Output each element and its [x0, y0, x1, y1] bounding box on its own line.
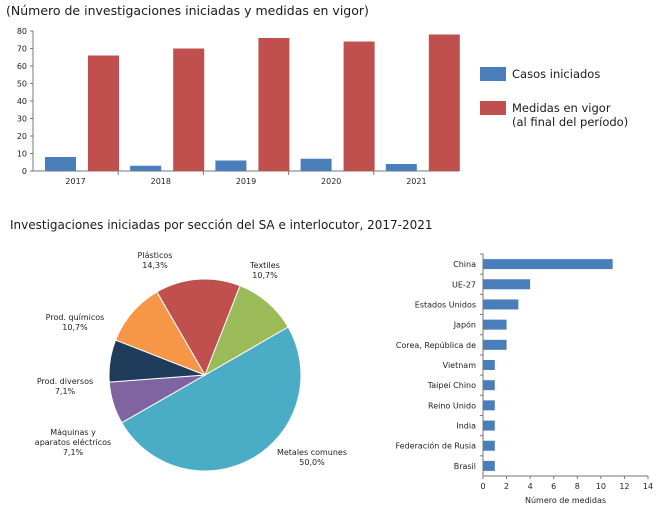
- x-tick-label: 4: [528, 482, 533, 491]
- bar-casos: [215, 160, 247, 171]
- y-tick-label: 50: [17, 80, 27, 89]
- legend-swatch: [480, 101, 506, 115]
- x-tick-label: 2018: [151, 177, 171, 186]
- x-tick-label: 2019: [236, 177, 256, 186]
- pie-label-line: Metales comunes: [277, 448, 347, 457]
- x-tick-label: 2020: [321, 177, 341, 186]
- pie-label-line: Prod. químicos: [46, 313, 105, 322]
- pie-label-line: 50,0%: [299, 458, 325, 467]
- bar-casos: [130, 165, 162, 171]
- pie-label-line: Máquinas y: [50, 428, 96, 437]
- y-category-label: Corea, República de: [396, 341, 476, 350]
- hbar: [483, 299, 519, 310]
- y-tick-label: 20: [17, 132, 27, 141]
- bar-chart-title: (Número de investigaciones iniciadas y m…: [6, 3, 369, 18]
- pie-slice: [204, 284, 289, 377]
- bar-casos: [385, 164, 417, 171]
- y-category-label: UE-27: [452, 280, 476, 289]
- hbar: [483, 319, 507, 330]
- pie-label-line: Prod. diversos: [37, 377, 93, 386]
- y-category-label: Brasil: [454, 462, 476, 471]
- pie-slice-label: Prod. químicos 10,7%: [46, 313, 105, 332]
- x-tick-label: 14: [643, 482, 653, 491]
- pie-label-line: 7,1%: [63, 448, 84, 457]
- x-tick-label: 12: [619, 482, 629, 491]
- y-category-label: Federación de Rusia: [395, 441, 476, 451]
- x-tick-label: 2017: [65, 177, 85, 186]
- y-category-label: Taipei Chino: [427, 381, 476, 390]
- y-tick-label: 80: [17, 27, 27, 36]
- pie-label-line: Plásticos: [138, 251, 173, 260]
- legend-label: Casos iniciados: [512, 67, 600, 81]
- x-tick-label: 2021: [406, 177, 426, 186]
- pie-slice-label: Prod. diversos 7,1%: [37, 377, 93, 396]
- y-tick-label: 30: [17, 115, 27, 124]
- y-category-label: Japón: [453, 320, 476, 330]
- pie-slice: [156, 278, 241, 377]
- bar-medidas: [343, 41, 375, 171]
- pie-slice-label: Textiles 10,7%: [249, 261, 280, 280]
- y-tick-label: 10: [17, 150, 27, 159]
- legend-label-line: Medidas en vigor: [512, 101, 611, 115]
- hbar: [483, 339, 507, 350]
- pie-label-line: 14,3%: [142, 261, 168, 270]
- bar-medidas: [428, 34, 460, 171]
- hbar: [483, 400, 495, 411]
- pie-label-line: 7,1%: [55, 387, 76, 396]
- y-category-label: China: [453, 260, 476, 269]
- legend-label: Medidas en vigor (al final del período): [512, 101, 628, 129]
- pie-slice-label: Máquinas y aparatos eléctricos 7,1%: [35, 428, 111, 457]
- pie-label-line: aparatos eléctricos: [35, 437, 111, 447]
- bar-casos: [300, 158, 332, 171]
- legend-swatch: [480, 67, 506, 81]
- hbar: [483, 279, 531, 290]
- y-category-label: India: [456, 422, 476, 431]
- pie-label-line: 10,7%: [62, 323, 88, 332]
- x-tick-label: 8: [575, 482, 580, 491]
- y-tick-label: 60: [17, 62, 27, 71]
- x-tick-label: 6: [551, 482, 556, 491]
- y-tick-label: 40: [17, 97, 27, 106]
- bar-medidas: [258, 38, 290, 171]
- pie-slice-label: Metales comunes 50,0%: [277, 448, 347, 467]
- hbar: [483, 380, 495, 391]
- bar-medidas: [88, 55, 119, 171]
- pie-label-line: Textiles: [249, 261, 280, 270]
- x-tick-label: 2: [504, 482, 509, 491]
- hbar: [483, 420, 495, 431]
- x-tick-label: 0: [480, 482, 485, 491]
- hbar: [483, 460, 495, 471]
- y-category-label: Reino Unido: [428, 401, 476, 410]
- pie-slice: [121, 326, 302, 472]
- hbar: [483, 259, 613, 270]
- x-axis-title: Número de medidas: [525, 496, 606, 505]
- y-category-label: Estados Unidos: [415, 300, 476, 309]
- hbar: [483, 440, 495, 451]
- legend-label-line: Casos iniciados: [512, 67, 600, 81]
- y-tick-label: 0: [22, 167, 27, 176]
- bar-medidas: [173, 48, 205, 171]
- x-tick-label: 10: [596, 482, 606, 491]
- y-tick-label: 70: [17, 45, 27, 54]
- y-category-label: Vietnam: [443, 361, 477, 370]
- pie-slice-label: Plásticos 14,3%: [138, 251, 173, 270]
- pie-label-line: 10,7%: [252, 271, 278, 280]
- hbar: [483, 360, 495, 370]
- legend-label-line: (al final del período): [512, 115, 628, 129]
- section-title: Investigaciones iniciadas por sección de…: [10, 218, 433, 232]
- bar-casos: [45, 157, 76, 171]
